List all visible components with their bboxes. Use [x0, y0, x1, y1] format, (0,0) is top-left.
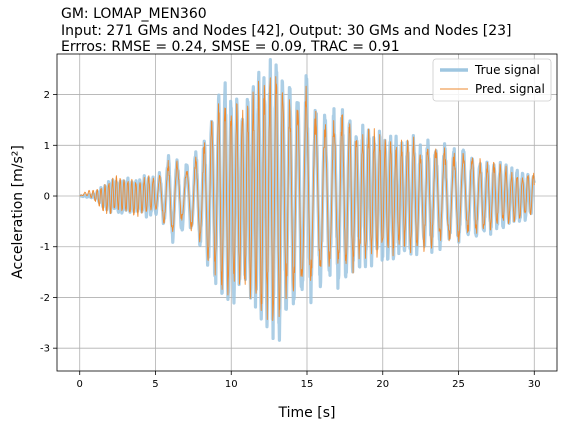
title-line-1: GM: LOMAP_MEN360 [61, 6, 207, 22]
x-tick-label: 5 [152, 379, 158, 390]
x-tick-label: 30 [528, 379, 541, 390]
y-tick-label: 0 [44, 192, 50, 203]
y-tick-label: -1 [40, 242, 50, 253]
x-tick-label: 25 [452, 379, 465, 390]
y-tick-label: -2 [40, 293, 50, 304]
x-tick-label: 0 [77, 379, 83, 390]
x-axis-label: Time [s] [278, 405, 336, 421]
title-line-3: Errros: RMSE = 0.24, SMSE = 0.09, TRAC =… [61, 39, 400, 55]
legend: True signal Pred. signal [432, 58, 552, 102]
chart-title: GM: LOMAP_MEN360 Input: 271 GMs and Node… [61, 6, 512, 55]
x-tick-label: 15 [301, 379, 314, 390]
axis-ticks: 0 5 10 15 20 25 30 -3 -2 -1 0 1 2 [40, 90, 541, 390]
x-tick-label: 10 [225, 379, 238, 390]
series-layer [78, 58, 536, 342]
legend-label-true: True signal [474, 63, 540, 77]
legend-label-pred: Pred. signal [475, 82, 545, 96]
y-axis-label: Acceleration [m/s²] [10, 145, 26, 279]
y-tick-label: 2 [44, 90, 50, 101]
title-line-2: Input: 271 GMs and Nodes [42], Output: 3… [61, 23, 512, 39]
x-tick-label: 20 [376, 379, 389, 390]
series-line-pred-signal [79, 76, 535, 321]
y-tick-label: -3 [40, 344, 50, 355]
y-tick-label: 1 [44, 141, 50, 152]
